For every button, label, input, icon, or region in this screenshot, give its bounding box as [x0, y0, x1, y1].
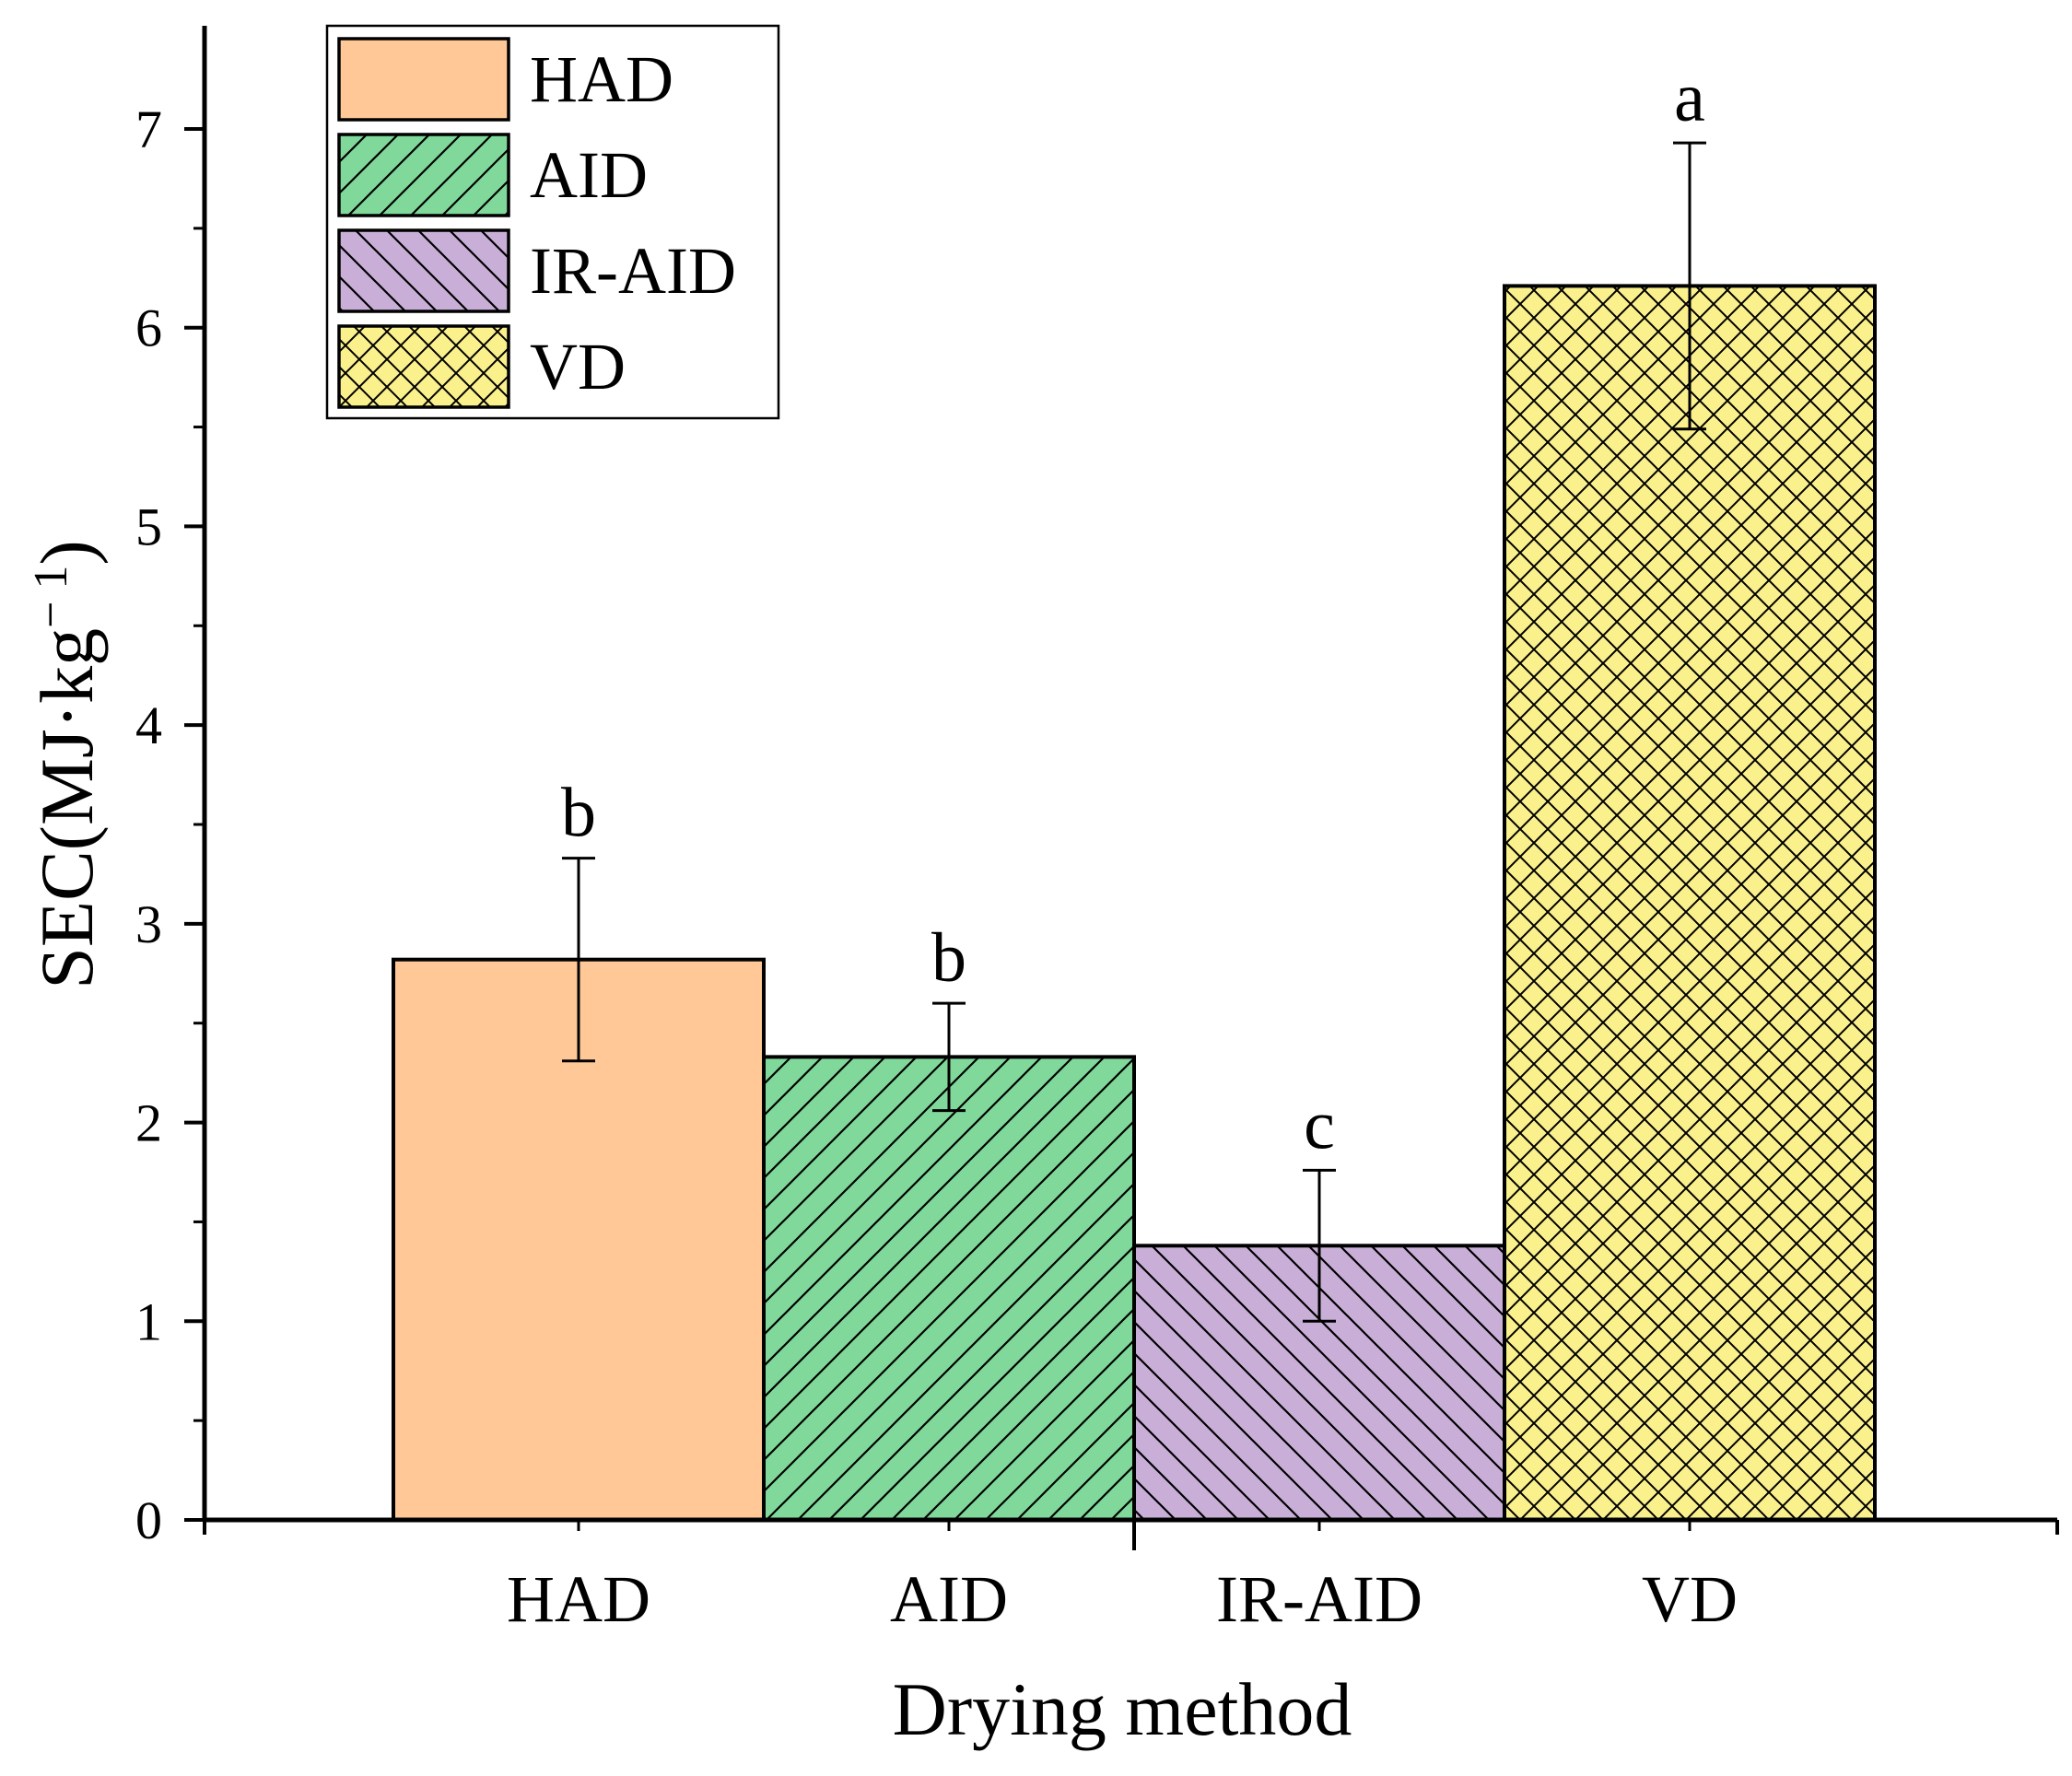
legend-label-had: HAD [530, 42, 673, 116]
y-tick-label-4: 4 [135, 695, 162, 755]
x-axis-title: Drying method [893, 1667, 1352, 1751]
significance-label-had: b [561, 775, 596, 852]
x-tick-label-vd: VD [1642, 1562, 1738, 1636]
significance-label-aid: b [931, 919, 966, 997]
y-tick-label-3: 3 [135, 894, 162, 954]
significance-label-vd: a [1674, 59, 1705, 136]
legend-swatch-outline-aid [337, 133, 510, 217]
x-tick-label-aid: AID [890, 1562, 1008, 1636]
legend-swatch-outline-had [337, 37, 510, 122]
y-tick-label-7: 7 [135, 99, 162, 159]
significance-label-ir-aid: c [1304, 1086, 1335, 1163]
error-bars [562, 141, 1706, 1323]
y-tick-label-5: 5 [135, 497, 162, 556]
y-ticks: 0 1 2 3 4 5 6 7 [135, 99, 205, 1550]
x-ticks: HAD AID IR-AID VD [203, 1520, 2059, 1636]
x-tick-label-had: HAD [507, 1562, 650, 1636]
legend-swatch-pattern-vd [339, 326, 509, 407]
legend-label-aid: AID [530, 138, 648, 212]
y-tick-label-2: 2 [135, 1093, 162, 1153]
y-tick-label-0: 0 [135, 1490, 162, 1550]
legend-swatch-outline-ir-aid [337, 228, 510, 313]
y-axis-title: SEC(MJ·kg− 1) [25, 540, 109, 988]
legend-swatch-pattern-ir-aid [339, 230, 509, 311]
bars-layer [392, 284, 1877, 1523]
y-tick-label-6: 6 [135, 298, 162, 358]
legend-label-ir-aid: IR-AID [530, 234, 736, 308]
legend: HAD AID IR-AID VD [325, 24, 780, 420]
significance-labels: b b c a [561, 59, 1705, 1163]
legend-swatch-outline-vd [337, 324, 510, 409]
x-tick-label-ir-aid: IR-AID [1216, 1562, 1422, 1636]
axes-layer [202, 26, 2057, 1523]
legend-swatch-had [339, 39, 509, 120]
y-tick-label-1: 1 [135, 1291, 162, 1351]
bar-pattern-aid [764, 1057, 1134, 1520]
legend-swatch-pattern-aid [339, 134, 509, 216]
bar-pattern-vd [1504, 286, 1875, 1520]
legend-label-vd: VD [530, 330, 626, 403]
